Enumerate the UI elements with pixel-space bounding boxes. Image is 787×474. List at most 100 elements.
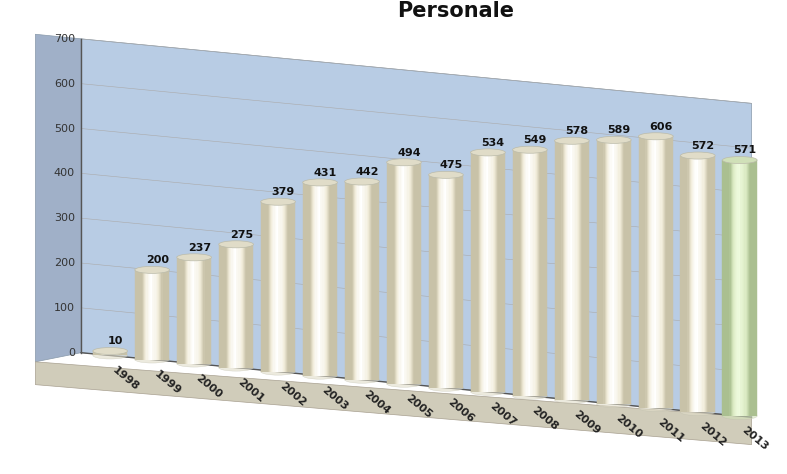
Ellipse shape: [345, 178, 379, 185]
Polygon shape: [349, 182, 350, 380]
Polygon shape: [374, 182, 375, 380]
Polygon shape: [473, 153, 474, 392]
Polygon shape: [265, 202, 267, 372]
Polygon shape: [354, 182, 355, 380]
Polygon shape: [483, 153, 485, 392]
Polygon shape: [500, 153, 501, 392]
Polygon shape: [418, 162, 419, 384]
Polygon shape: [488, 153, 489, 392]
Polygon shape: [726, 160, 727, 416]
Polygon shape: [190, 257, 192, 364]
Polygon shape: [277, 202, 278, 372]
Polygon shape: [693, 155, 694, 412]
Polygon shape: [294, 202, 295, 372]
Ellipse shape: [93, 347, 127, 355]
Polygon shape: [326, 182, 327, 376]
Polygon shape: [503, 153, 504, 392]
Polygon shape: [442, 175, 444, 388]
Polygon shape: [626, 140, 628, 404]
Polygon shape: [754, 160, 755, 416]
Text: 475: 475: [439, 160, 463, 170]
Polygon shape: [226, 244, 227, 368]
Ellipse shape: [597, 137, 631, 143]
Polygon shape: [120, 351, 122, 356]
Polygon shape: [478, 153, 480, 392]
Polygon shape: [153, 270, 154, 360]
Polygon shape: [480, 153, 481, 392]
Polygon shape: [361, 182, 362, 380]
Text: 2010: 2010: [614, 413, 644, 440]
Polygon shape: [304, 182, 305, 376]
Polygon shape: [523, 150, 524, 396]
Polygon shape: [394, 162, 395, 384]
Polygon shape: [739, 160, 740, 416]
Polygon shape: [434, 175, 435, 388]
Polygon shape: [371, 182, 372, 380]
Polygon shape: [475, 153, 476, 392]
Polygon shape: [704, 155, 706, 412]
Polygon shape: [334, 182, 335, 376]
Polygon shape: [397, 162, 398, 384]
Polygon shape: [286, 202, 287, 372]
Polygon shape: [364, 182, 365, 380]
Polygon shape: [683, 155, 684, 412]
Polygon shape: [512, 150, 514, 396]
Polygon shape: [454, 175, 455, 388]
Polygon shape: [621, 140, 622, 404]
Polygon shape: [658, 137, 660, 408]
Polygon shape: [490, 153, 491, 392]
Polygon shape: [194, 257, 195, 364]
Polygon shape: [154, 270, 156, 360]
Text: 1998: 1998: [110, 365, 140, 392]
Polygon shape: [575, 141, 577, 400]
Polygon shape: [649, 137, 650, 408]
Polygon shape: [698, 155, 699, 412]
Polygon shape: [734, 160, 735, 416]
Polygon shape: [699, 155, 700, 412]
Polygon shape: [396, 162, 397, 384]
Polygon shape: [538, 150, 539, 396]
Polygon shape: [440, 175, 442, 388]
Polygon shape: [275, 202, 277, 372]
Polygon shape: [290, 202, 292, 372]
Polygon shape: [308, 182, 309, 376]
Polygon shape: [336, 182, 338, 376]
Polygon shape: [457, 175, 459, 388]
Polygon shape: [542, 150, 544, 396]
Polygon shape: [624, 140, 626, 404]
Ellipse shape: [429, 171, 464, 178]
Polygon shape: [545, 150, 546, 396]
Polygon shape: [638, 137, 640, 408]
Polygon shape: [733, 160, 734, 416]
Polygon shape: [246, 244, 248, 368]
Polygon shape: [452, 175, 453, 388]
Polygon shape: [109, 351, 110, 356]
Ellipse shape: [722, 412, 757, 419]
Polygon shape: [335, 182, 336, 376]
Polygon shape: [263, 202, 264, 372]
Polygon shape: [482, 153, 483, 392]
Polygon shape: [235, 244, 236, 368]
Polygon shape: [203, 257, 205, 364]
Polygon shape: [205, 257, 207, 364]
Polygon shape: [313, 182, 314, 376]
Polygon shape: [280, 202, 282, 372]
Polygon shape: [515, 150, 516, 396]
Polygon shape: [749, 160, 750, 416]
Polygon shape: [187, 257, 188, 364]
Polygon shape: [144, 270, 146, 360]
Polygon shape: [534, 150, 536, 396]
Text: 2007: 2007: [488, 401, 518, 428]
Polygon shape: [159, 270, 161, 360]
Polygon shape: [393, 162, 394, 384]
Polygon shape: [321, 182, 323, 376]
Polygon shape: [198, 257, 199, 364]
Polygon shape: [730, 160, 732, 416]
Ellipse shape: [429, 384, 464, 392]
Polygon shape: [224, 244, 226, 368]
Polygon shape: [613, 140, 614, 404]
Polygon shape: [267, 202, 268, 372]
Ellipse shape: [135, 356, 169, 363]
Polygon shape: [558, 141, 560, 400]
Polygon shape: [445, 175, 446, 388]
